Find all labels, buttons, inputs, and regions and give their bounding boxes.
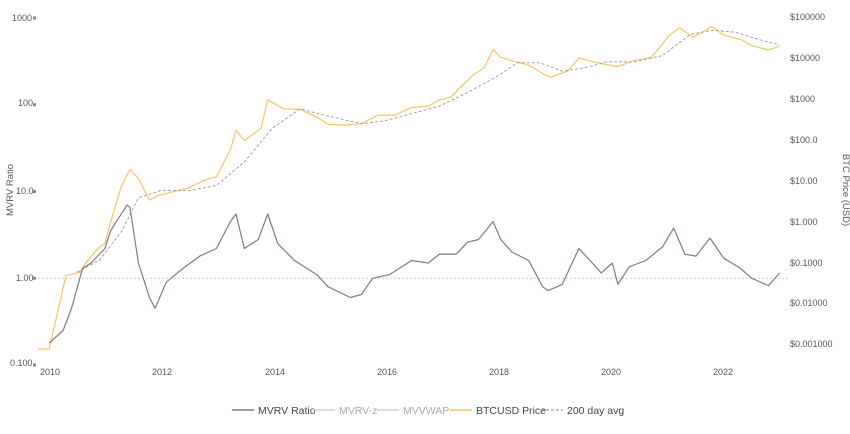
x-tick-label: 2020	[601, 367, 621, 377]
plot-lines	[33, 16, 788, 367]
legend-label: MVVWAP	[403, 405, 449, 417]
x-tick-label: 2022	[713, 367, 733, 377]
left-tick-mark	[33, 363, 36, 367]
legend-item-mvvwap[interactable]: MVVWAP	[377, 405, 449, 417]
btcusd-price-line	[38, 25, 780, 350]
left-tick-mark	[33, 103, 36, 107]
left-tick-mark	[33, 276, 36, 280]
right-tick-label: $0.01000	[790, 298, 828, 308]
left-axis-title: MVRV Ratio	[5, 164, 16, 216]
200-day-avg-line	[76, 29, 780, 273]
x-tick-label: 2010	[40, 367, 60, 377]
right-tick-label: $100.0	[790, 135, 818, 145]
left-tick-label: 10.0	[16, 186, 34, 196]
right-tick-label: $0.1000	[790, 258, 823, 268]
right-tick-label: $1000	[790, 94, 815, 104]
legend-item-btcusd-price[interactable]: BTCUSD Price	[450, 405, 546, 417]
x-tick-label: 2012	[152, 367, 172, 377]
left-tick-label: 1000	[12, 13, 32, 23]
right-axis-title: BTC Price (USD)	[840, 154, 850, 226]
x-tick-label: 2014	[265, 367, 285, 377]
legend-label: BTCUSD Price	[476, 405, 546, 417]
left-tick-label: 100	[18, 98, 33, 108]
right-tick-label: $10.00	[790, 176, 818, 186]
left-tick-label: 1.00	[16, 273, 34, 283]
mvrv-ratio-line	[48, 204, 781, 344]
right-tick-label: $100000	[790, 12, 825, 22]
legend-item-200-day-avg[interactable]: 200 day avg	[541, 405, 624, 417]
legend-label: 200 day avg	[567, 405, 624, 417]
legend-item-mvrv-ratio[interactable]: MVRV Ratio	[232, 405, 316, 417]
x-tick-label: 2016	[377, 367, 397, 377]
right-tick-label: $0.001000	[790, 339, 833, 349]
legend-item-mvrv-z[interactable]: MVRV-z	[313, 405, 377, 417]
left-tick-mark	[33, 190, 36, 193]
left-tick-label: 0.100	[10, 358, 33, 368]
right-tick-label: $1.000	[790, 217, 818, 227]
left-tick-mark	[33, 16, 36, 20]
legend: MVRV Ratio MVRV-z MVVWAP BTCUSD Price 20…	[232, 405, 624, 417]
legend-label: MVRV-z	[339, 405, 377, 417]
legend-label: MVRV Ratio	[258, 405, 316, 417]
x-tick-label: 2018	[489, 367, 509, 377]
right-tick-label: $10000	[790, 53, 820, 63]
